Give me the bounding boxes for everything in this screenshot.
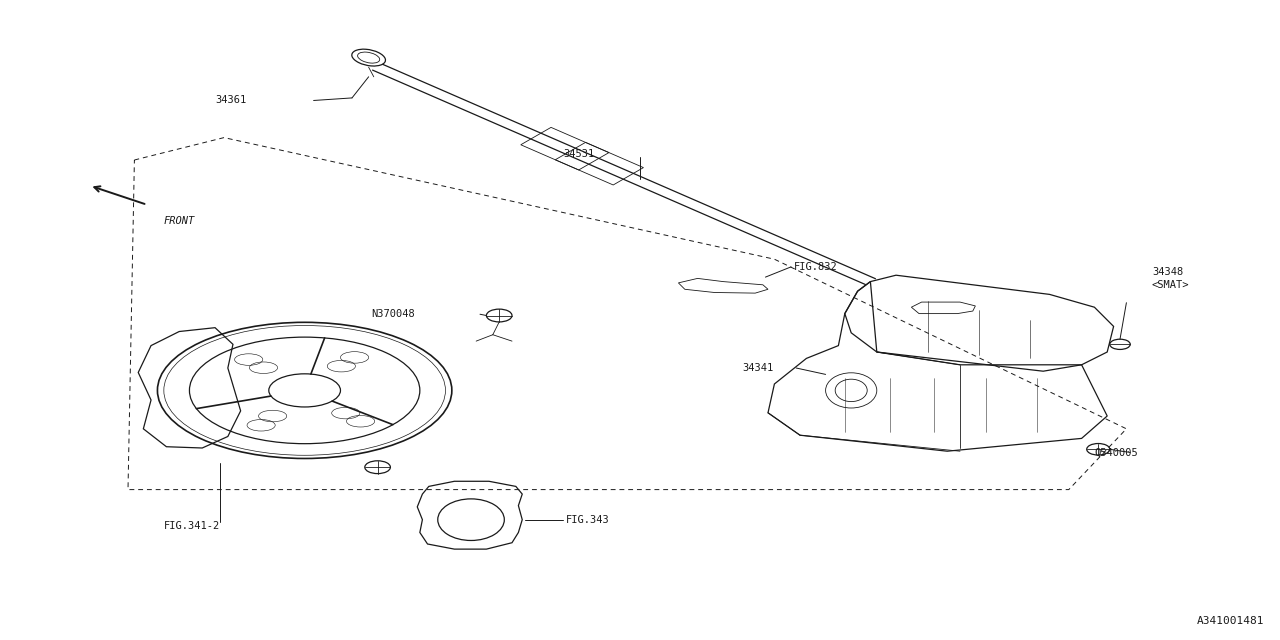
Text: 34341: 34341 — [742, 363, 773, 373]
Text: Q540005: Q540005 — [1094, 448, 1138, 458]
Text: FIG.343: FIG.343 — [566, 515, 609, 525]
Text: FIG.341-2: FIG.341-2 — [164, 521, 220, 531]
Text: 34361: 34361 — [215, 95, 246, 106]
Text: <SMAT>: <SMAT> — [1152, 280, 1189, 290]
Text: 34348: 34348 — [1152, 267, 1183, 277]
Text: FRONT: FRONT — [164, 216, 195, 227]
Text: A341001481: A341001481 — [1197, 616, 1265, 626]
Text: N370048: N370048 — [371, 308, 415, 319]
Text: FIG.832: FIG.832 — [794, 262, 837, 272]
Text: 34531: 34531 — [563, 148, 594, 159]
